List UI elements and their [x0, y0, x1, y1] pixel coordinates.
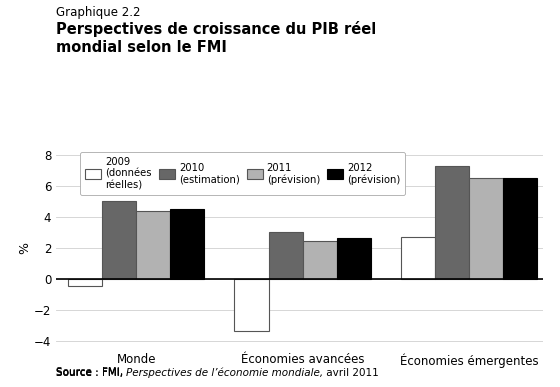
Bar — [269, 232, 302, 279]
Bar — [469, 178, 503, 279]
Text: Source : FMI,: Source : FMI, — [56, 368, 127, 378]
Bar — [102, 201, 136, 279]
Y-axis label: %: % — [18, 241, 31, 254]
Bar — [68, 279, 102, 286]
Text: Source : FMI,: Source : FMI, — [56, 367, 127, 377]
Bar — [235, 279, 269, 331]
Bar — [136, 211, 170, 279]
Text: avril 2011: avril 2011 — [324, 368, 379, 378]
Text: Perspectives de l’économie mondiale,: Perspectives de l’économie mondiale, — [127, 368, 324, 378]
Bar — [503, 178, 537, 279]
Text: Graphique 2.2: Graphique 2.2 — [56, 6, 141, 19]
Text: Source : FMI, Perspectives de l’économie mondiale,: Source : FMI, Perspectives de l’économie… — [56, 368, 324, 378]
Text: Source : FMI,: Source : FMI, — [56, 368, 127, 378]
Bar — [435, 166, 469, 279]
Bar — [337, 238, 371, 279]
Bar — [302, 241, 337, 279]
Bar — [401, 237, 435, 279]
Legend: 2009
(données
réelles), 2010
(estimation), 2011
(prévision), 2012
(prévision): 2009 (données réelles), 2010 (estimation… — [81, 152, 405, 195]
Text: Perspectives de croissance du PIB réel
mondial selon le FMI: Perspectives de croissance du PIB réel m… — [56, 21, 376, 55]
Bar — [170, 209, 204, 279]
